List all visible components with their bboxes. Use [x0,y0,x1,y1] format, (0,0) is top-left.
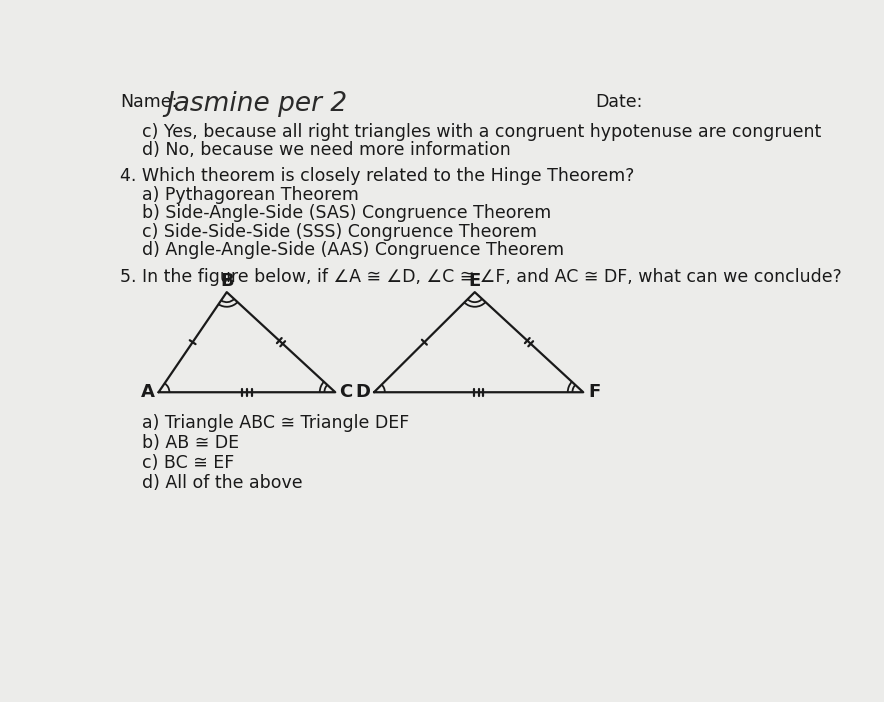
Text: b) AB ≅ DE: b) AB ≅ DE [120,434,239,452]
Text: Date:: Date: [595,93,643,112]
Text: 5. In the figure below, if ∠A ≅ ∠D, ∠C ≅ ∠F, and AC ≅ DF, what can we conclude?: 5. In the figure below, if ∠A ≅ ∠D, ∠C ≅… [120,267,842,286]
Text: d) No, because we need more information: d) No, because we need more information [120,141,511,159]
Text: D: D [355,383,370,402]
Text: a) Pythagorean Theorem: a) Pythagorean Theorem [120,186,359,204]
Text: c) Yes, because all right triangles with a congruent hypotenuse are congruent: c) Yes, because all right triangles with… [120,123,821,140]
Text: d) Angle-Angle-Side (AAS) Congruence Theorem: d) Angle-Angle-Side (AAS) Congruence The… [120,241,564,259]
Text: B: B [220,272,233,291]
Text: a) Triangle ABC ≅ Triangle DEF: a) Triangle ABC ≅ Triangle DEF [120,413,409,432]
Text: c) Side-Side-Side (SSS) Congruence Theorem: c) Side-Side-Side (SSS) Congruence Theor… [120,223,537,241]
Text: Name:: Name: [120,93,177,112]
Text: E: E [469,272,481,291]
Text: F: F [588,383,600,402]
Text: C: C [339,383,352,402]
Text: b) Side-Angle-Side (SAS) Congruence Theorem: b) Side-Angle-Side (SAS) Congruence Theo… [120,204,551,223]
Text: 4. Which theorem is closely related to the Hinge Theorem?: 4. Which theorem is closely related to t… [120,167,634,185]
Text: d) All of the above: d) All of the above [120,474,302,492]
Text: Jasmine per 2: Jasmine per 2 [166,91,347,117]
Text: c) BC ≅ EF: c) BC ≅ EF [120,453,234,472]
Text: A: A [141,383,155,402]
